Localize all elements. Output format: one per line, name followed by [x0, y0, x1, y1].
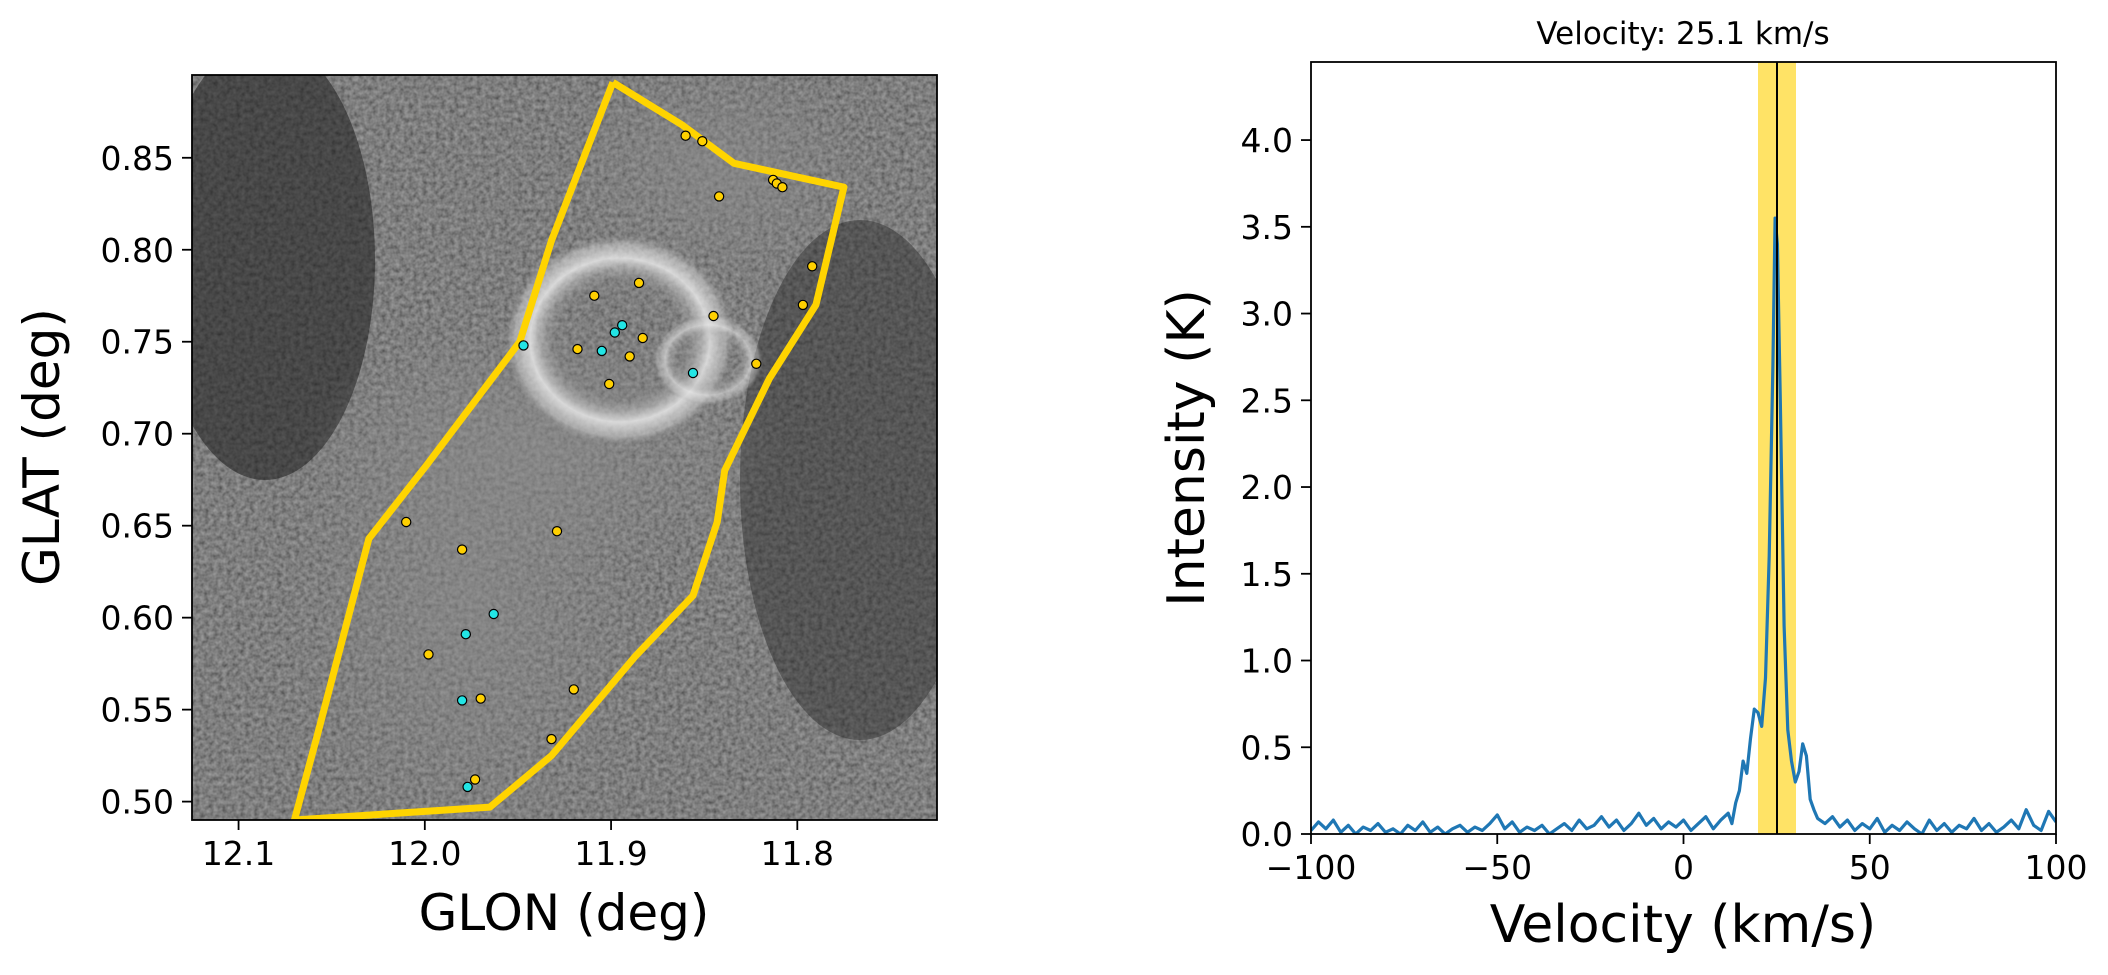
map-x-tick-label: 11.9 — [574, 834, 647, 873]
map-y-ticks: 0.50 0.55 0.60 0.65 0.70 0.75 0.80 0.85 — [101, 139, 192, 822]
spectrum-x-axis-label: Velocity (km/s) — [1490, 895, 1876, 955]
spectrum-y-tick-label: 1.0 — [1241, 642, 1293, 681]
yellow-source-marker — [797, 299, 809, 311]
spectrum-x-tick-label: 0 — [1673, 848, 1694, 887]
map-y-tick-label: 0.70 — [101, 415, 174, 454]
yellow-source-marker — [604, 378, 615, 390]
spectrum-y-ticks: 0.0 0.5 1.0 1.5 2.0 2.5 3.0 3.5 4.0 — [1241, 121, 1311, 854]
yellow-source-marker — [713, 191, 725, 202]
map-x-axis-label: GLON (deg) — [419, 884, 710, 942]
spectrum-series-path — [1311, 216, 2056, 834]
yellow-source-marker — [546, 733, 557, 745]
map-x-tick-label: 12.0 — [388, 834, 461, 873]
cyan-source-marker — [617, 320, 628, 331]
map-y-axis-label: GLAT (deg) — [13, 308, 71, 586]
map-y-tick-label: 0.55 — [101, 691, 174, 730]
cyan-source-marker — [456, 695, 468, 706]
yellow-source-marker — [423, 649, 434, 660]
yellow-source-marker — [456, 544, 468, 555]
map-y-tick-label: 0.50 — [101, 783, 174, 822]
map-x-tick-label: 11.8 — [761, 834, 834, 873]
yellow-source-marker — [697, 135, 708, 147]
cyan-source-marker — [462, 781, 473, 793]
map-y-tick-label: 0.65 — [101, 507, 174, 546]
yellow-source-marker — [708, 310, 719, 322]
map-axes-frame — [191, 74, 938, 821]
yellow-source-marker — [589, 290, 600, 301]
spectrum-y-tick-label: 4.0 — [1241, 121, 1293, 160]
spectrum-x-ticks: −100 −50 0 50 100 — [1266, 834, 2088, 887]
yellow-source-marker — [568, 684, 580, 695]
yellow-source-marker — [475, 693, 486, 704]
yellow-source-marker — [807, 261, 818, 272]
yellow-source-marker — [624, 351, 635, 362]
region-polygon-outline — [290, 79, 848, 820]
spectrum-x-tick-label: 50 — [1849, 848, 1891, 887]
yellow-source-marker — [572, 343, 583, 355]
yellow-source-marker — [680, 130, 691, 141]
spectrum-y-tick-label: 2.5 — [1241, 381, 1293, 420]
yellow-source-marker — [551, 526, 563, 537]
cyan-source-marker — [518, 340, 529, 351]
cyan-source-marker — [460, 629, 471, 640]
map-y-tick-label: 0.80 — [101, 231, 174, 270]
spectrum-y-tick-label: 2.0 — [1241, 468, 1293, 507]
spectrum-axes-frame — [1310, 61, 2057, 835]
spectrum-y-axis-label: Intensity (K) — [1157, 289, 1217, 607]
spectrum-y-tick-label: 3.5 — [1241, 208, 1293, 247]
map-y-tick-label: 0.85 — [101, 139, 174, 178]
yellow-source-marker — [637, 332, 648, 344]
spectrum-panel: Velocity: 25.1 km/s −100 −50 0 50 100 0.0 0.5… — [1157, 16, 2088, 955]
yellow-source-marker — [777, 181, 788, 193]
map-x-ticks: 12.1 12.0 11.9 11.8 — [202, 820, 834, 873]
cyan-source-marker — [609, 327, 621, 338]
spectrum-x-tick-label: 100 — [2025, 848, 2088, 887]
region-polygon — [290, 79, 848, 820]
map-y-tick-label: 0.60 — [101, 599, 174, 638]
spectrum-line — [1311, 216, 2056, 834]
cyan-source-marker — [488, 608, 499, 620]
spectrum-y-tick-label: 0.5 — [1241, 728, 1293, 767]
sky-map-panel: 12.1 12.0 11.9 11.8 0.50 0.55 0.60 0.65 0.70 0.7… — [13, 74, 938, 942]
spectrum-title: Velocity: 25.1 km/s — [1536, 16, 1829, 52]
spectrum-x-tick-label: −50 — [1462, 848, 1532, 887]
yellow-source-marker — [401, 516, 412, 528]
yellow-source-marker — [633, 277, 645, 289]
cyan-source-marker — [687, 367, 699, 379]
spectrum-y-tick-label: 1.5 — [1241, 555, 1293, 594]
yellow-source-marker — [469, 774, 481, 785]
map-y-tick-label: 0.75 — [101, 323, 174, 362]
spectrum-y-tick-label: 0.0 — [1241, 815, 1293, 854]
spectrum-y-tick-label: 3.0 — [1241, 295, 1293, 334]
map-x-tick-label: 12.1 — [202, 834, 275, 873]
source-markers — [401, 130, 818, 793]
spectrum-x-tick-label: −100 — [1266, 848, 1357, 887]
cyan-source-marker — [596, 345, 608, 357]
yellow-source-marker — [751, 358, 762, 369]
